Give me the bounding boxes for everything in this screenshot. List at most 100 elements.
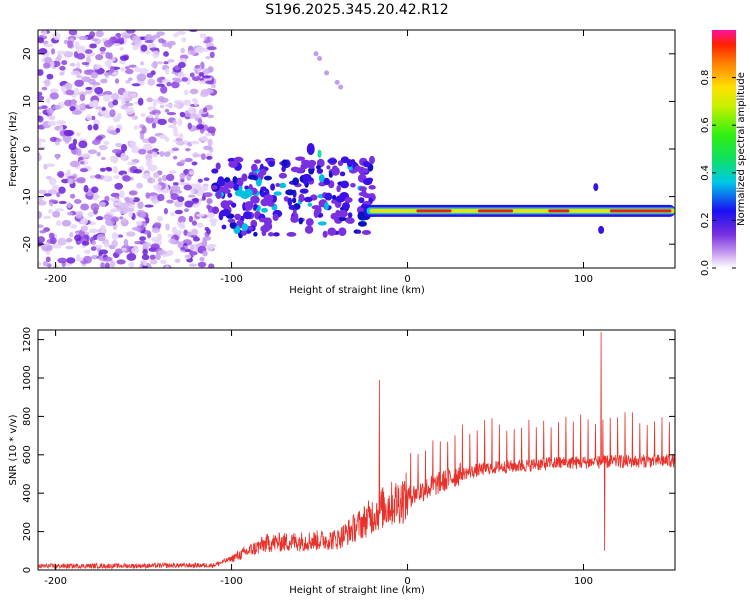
heatmap-cell bbox=[43, 215, 52, 220]
heatmap-cell bbox=[124, 102, 134, 107]
heatmap-cell bbox=[135, 220, 143, 226]
heatmap-cell bbox=[38, 91, 43, 96]
heatmap-cell bbox=[71, 110, 82, 115]
heatmap-cell bbox=[185, 147, 191, 152]
heatmap-cell bbox=[216, 179, 225, 187]
heatmap-cell bbox=[168, 238, 176, 244]
heatmap-cell bbox=[142, 172, 152, 180]
heatmap-cell bbox=[83, 184, 89, 193]
heatmap-cell bbox=[189, 72, 195, 78]
heatmap-cell bbox=[259, 217, 266, 223]
y-tick-label: -20 bbox=[22, 236, 33, 252]
heatmap-cell bbox=[113, 201, 121, 206]
heatmap-cell bbox=[301, 159, 311, 165]
heatmap-cell bbox=[38, 224, 44, 229]
heatmap-cell bbox=[191, 220, 197, 226]
heatmap-cell bbox=[125, 106, 135, 115]
heatmap-cell bbox=[203, 185, 209, 192]
heatmap-cell bbox=[44, 56, 53, 64]
heatmap-cell bbox=[139, 81, 145, 86]
heatmap-cell bbox=[152, 99, 157, 107]
heatmap-cell bbox=[61, 60, 68, 66]
heatmap-cell bbox=[234, 213, 242, 221]
heatmap-cell bbox=[83, 255, 93, 264]
colorbar-tick-label: 0.8 bbox=[700, 70, 711, 86]
heatmap-cell bbox=[42, 40, 49, 45]
heatmap-cell bbox=[191, 76, 201, 82]
heatmap-cell bbox=[161, 174, 168, 182]
heatmap-cell bbox=[197, 178, 203, 183]
heatmap-cell bbox=[166, 112, 177, 116]
heatmap-cell bbox=[85, 55, 91, 64]
heatmap-cell bbox=[327, 227, 337, 236]
heatmap-cell bbox=[38, 236, 45, 244]
heatmap-cell bbox=[180, 47, 186, 54]
heatmap-cell bbox=[117, 112, 122, 121]
heatmap-cell bbox=[177, 215, 186, 224]
heatmap-cell bbox=[99, 167, 106, 172]
heatmap-cell bbox=[115, 127, 121, 133]
heatmap-cell bbox=[157, 177, 162, 183]
heatmap-cell bbox=[125, 80, 131, 84]
heatmap-cell bbox=[330, 212, 339, 220]
heatmap-cell bbox=[171, 226, 177, 234]
heatmap-cell bbox=[153, 184, 162, 191]
heatmap-cell bbox=[172, 119, 178, 126]
heatmap-cell bbox=[142, 242, 151, 248]
heatmap-cell bbox=[153, 172, 160, 179]
heatmap-cell bbox=[145, 217, 150, 224]
heatmap-cell bbox=[104, 60, 112, 67]
heatmap-cell bbox=[98, 201, 106, 207]
heatmap-cell bbox=[181, 37, 187, 43]
heatmap-cell bbox=[100, 262, 105, 268]
heatmap-cell bbox=[62, 134, 72, 143]
heatmap-cell bbox=[45, 163, 56, 168]
heatmap-cell bbox=[102, 256, 113, 262]
chart-title: S196.2025.345.20.42.R12 bbox=[265, 2, 448, 18]
heatmap-cell bbox=[139, 132, 145, 140]
heatmap-cell bbox=[227, 192, 233, 198]
heatmap-cell bbox=[324, 70, 330, 76]
heatmap-trace bbox=[593, 183, 599, 192]
heatmap-cell bbox=[368, 185, 376, 190]
heatmap-cell bbox=[139, 67, 149, 75]
heatmap-cell bbox=[201, 75, 211, 79]
heatmap-cell bbox=[202, 107, 208, 113]
heatmap-trace bbox=[324, 192, 333, 201]
heatmap-cell bbox=[138, 148, 147, 155]
heatmap-cell bbox=[59, 65, 66, 71]
heatmap-cell bbox=[338, 227, 347, 236]
heatmap-cell bbox=[142, 143, 153, 152]
heatmap-cell bbox=[67, 178, 74, 185]
heatmap-cell bbox=[151, 151, 158, 158]
heatmap-cell bbox=[180, 246, 186, 251]
heatmap-cell bbox=[109, 155, 119, 163]
main-line-peak bbox=[548, 209, 570, 213]
heatmap-cell bbox=[69, 160, 80, 168]
heatmap-cell bbox=[142, 248, 148, 256]
heatmap-cell bbox=[211, 84, 217, 89]
heatmap-cell bbox=[172, 182, 179, 186]
heatmap-cell bbox=[149, 254, 156, 260]
heatmap-cell bbox=[92, 196, 98, 201]
heatmap-cell bbox=[110, 208, 117, 213]
heatmap-cell bbox=[285, 189, 295, 196]
heatmap-cell bbox=[332, 194, 337, 201]
snr-xlabel: Height of straight line (km) bbox=[289, 585, 425, 596]
heatmap-cell bbox=[313, 209, 319, 219]
heatmap-cell bbox=[129, 141, 137, 147]
heatmap-cell bbox=[121, 217, 127, 224]
heatmap-cell bbox=[159, 134, 168, 140]
heatmap-cell bbox=[91, 254, 99, 260]
x-tick-label: -200 bbox=[44, 274, 67, 285]
heatmap-cell bbox=[91, 186, 99, 193]
heatmap-cell bbox=[126, 253, 137, 261]
heatmap-cell bbox=[238, 185, 243, 191]
heatmap-cell bbox=[180, 221, 185, 228]
heatmap-cell bbox=[195, 185, 203, 191]
heatmap-cell bbox=[200, 135, 208, 141]
heatmap-cell bbox=[286, 232, 297, 237]
y-tick-label: 0 bbox=[22, 146, 33, 152]
heatmap-cell bbox=[89, 175, 97, 179]
heatmap-cell bbox=[142, 265, 148, 268]
